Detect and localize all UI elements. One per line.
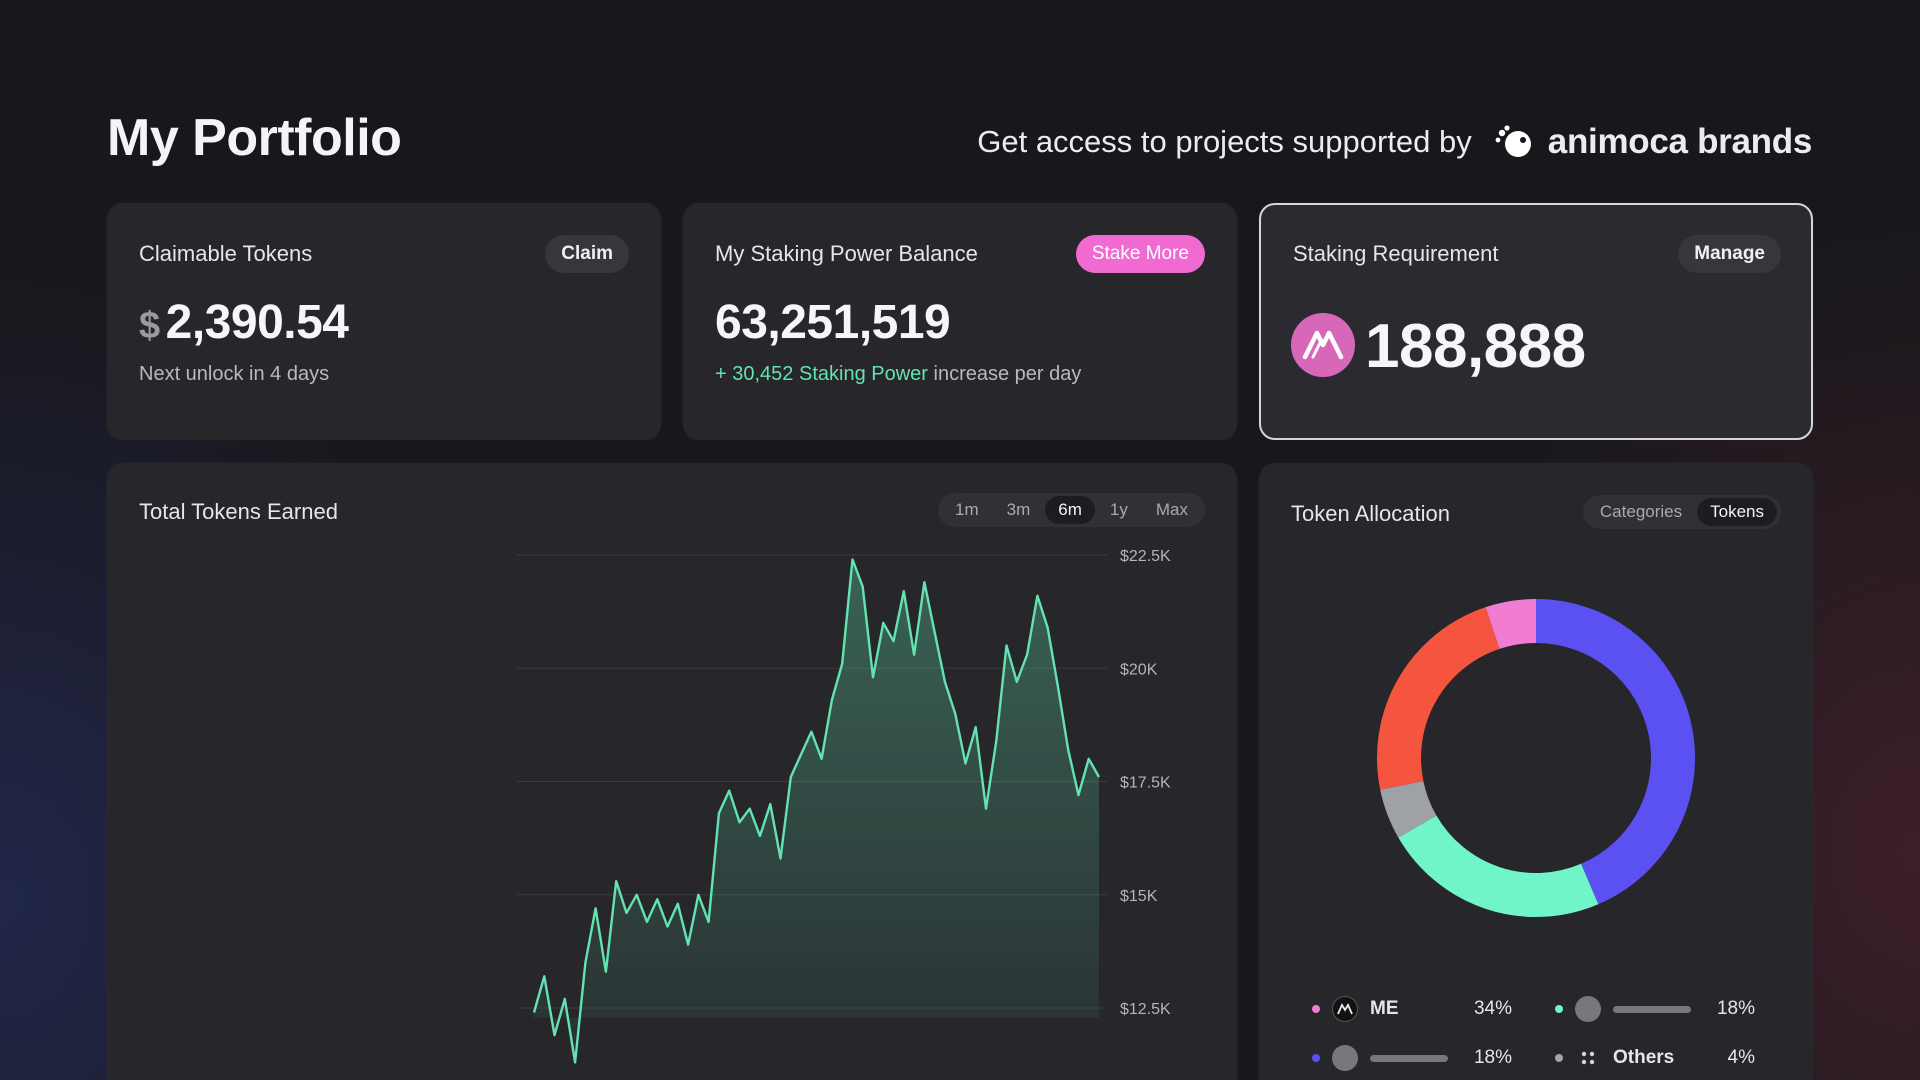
legend-item: ME 34% xyxy=(1312,996,1512,1022)
range-option-3m[interactable]: 3m xyxy=(1006,500,1031,519)
claim-button[interactable]: Claim xyxy=(545,235,629,273)
staking-requirement-value: 188,888 xyxy=(1365,312,1586,381)
legend-value: 18% xyxy=(1716,998,1755,1019)
manage-button[interactable]: Manage xyxy=(1678,235,1781,273)
legend-label-placeholder xyxy=(1370,1054,1448,1062)
staking-requirement-title: Staking Requirement xyxy=(1293,241,1499,266)
series-line xyxy=(532,558,1101,1064)
range-option-max[interactable]: Max xyxy=(1155,500,1188,519)
range-option-6m[interactable]: 6m xyxy=(1045,496,1095,524)
range-option-1m[interactable]: 1m xyxy=(955,500,979,519)
plus-icon: + xyxy=(715,363,733,385)
token-allocation-title: Token Allocation xyxy=(1291,501,1450,526)
y-tick-label: $12.5K xyxy=(1120,1001,1171,1018)
legend-label: ME xyxy=(1370,998,1399,1019)
total-tokens-earned-card: Total Tokens Earned 1m 3m 6m 1y Max $22.5K $2… xyxy=(107,463,1237,1080)
legend-value: 4% xyxy=(1727,1047,1755,1068)
claimable-tokens-card: Claimable Tokens Claim $2,390.54 Next un… xyxy=(107,203,661,440)
token-placeholder-icon xyxy=(1575,996,1601,1022)
staking-power-card: My Staking Power Balance Stake More 63,2… xyxy=(683,203,1237,440)
page-title: My Portfolio xyxy=(107,109,402,167)
time-range-selector: 1m 3m 6m 1y Max xyxy=(938,493,1205,527)
token-allocation-card: Token Allocation Categories Tokens ME 34% 1… xyxy=(1259,463,1813,1080)
donut-slice xyxy=(1377,607,1501,790)
range-option-1y[interactable]: 1y xyxy=(1109,500,1128,519)
staking-increase-amount: 30,452 Staking Power xyxy=(732,363,928,385)
claimable-amount: $2,390.54 xyxy=(139,295,349,350)
staking-requirement-card: Staking Requirement Manage 188,888 xyxy=(1259,203,1813,440)
legend-item: Others 4% xyxy=(1555,1045,1755,1071)
claimable-value: 2,390.54 xyxy=(165,296,349,349)
me-token-icon xyxy=(1291,313,1355,377)
claimable-tokens-title: Claimable Tokens xyxy=(139,241,313,266)
legend-value: 18% xyxy=(1473,1047,1512,1068)
allocation-toggle: Categories Tokens xyxy=(1582,495,1781,529)
staking-increase-suffix: increase per day xyxy=(933,363,1082,385)
donut-slice xyxy=(1380,780,1437,838)
token-placeholder-icon xyxy=(1332,1045,1358,1071)
stake-more-button[interactable]: Stake More xyxy=(1075,235,1205,273)
partner-brand[interactable]: animoca brands xyxy=(1494,122,1812,162)
legend-label-placeholder xyxy=(1613,1005,1691,1013)
donut-slice xyxy=(1535,599,1695,905)
me-token-icon xyxy=(1332,996,1358,1022)
area-fill xyxy=(534,559,1099,1063)
y-tick-label: $22.5K xyxy=(1120,548,1171,565)
legend-dot xyxy=(1555,1005,1563,1013)
animoca-logo-icon xyxy=(1495,125,1531,157)
legend-item: 18% xyxy=(1312,1045,1512,1071)
currency-symbol: $ xyxy=(139,305,160,347)
donut-slice xyxy=(1485,599,1537,650)
allocation-donut-chart xyxy=(1377,599,1695,917)
earned-area-chart: $22.5K $20K $17.5K $15K $12.5K xyxy=(517,548,1171,1064)
legend-value: 34% xyxy=(1473,998,1512,1019)
y-tick-label: $17.5K xyxy=(1120,775,1171,792)
legend-dot xyxy=(1312,1005,1320,1013)
legend-dot xyxy=(1312,1054,1320,1062)
grid-dots-icon xyxy=(1575,1045,1601,1071)
legend-label: Others xyxy=(1613,1047,1675,1068)
partner-brand-name: animoca brands xyxy=(1547,122,1813,161)
partner-text: Get access to projects supported by xyxy=(977,124,1472,159)
legend-item: 18% xyxy=(1555,996,1755,1022)
donut-slice xyxy=(1398,815,1599,917)
total-tokens-earned-title: Total Tokens Earned xyxy=(139,499,338,524)
y-tick-label: $15K xyxy=(1120,888,1158,905)
legend-dot xyxy=(1555,1054,1563,1062)
unlock-note: Next unlock in 4 days xyxy=(139,363,330,385)
toggle-option-categories[interactable]: Categories xyxy=(1599,502,1683,521)
toggle-option-tokens[interactable]: Tokens xyxy=(1697,498,1777,526)
partner-banner[interactable]: Get access to projects supported by anim… xyxy=(977,122,1812,162)
staking-power-title: My Staking Power Balance xyxy=(715,241,978,266)
staking-increase: + 30,452 Staking Power increase per day xyxy=(715,363,1081,386)
y-tick-label: $20K xyxy=(1120,661,1158,678)
staking-power-value: 63,251,519 xyxy=(715,296,951,349)
